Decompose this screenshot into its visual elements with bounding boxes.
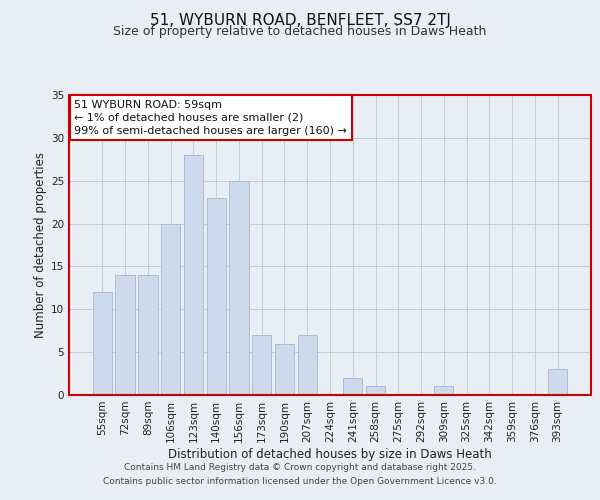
Bar bbox=[275, 344, 294, 395]
Text: Contains HM Land Registry data © Crown copyright and database right 2025.: Contains HM Land Registry data © Crown c… bbox=[124, 464, 476, 472]
Text: Contains public sector information licensed under the Open Government Licence v3: Contains public sector information licen… bbox=[103, 477, 497, 486]
Text: Size of property relative to detached houses in Daws Heath: Size of property relative to detached ho… bbox=[113, 25, 487, 38]
Bar bbox=[366, 386, 385, 395]
Text: 51 WYBURN ROAD: 59sqm
← 1% of detached houses are smaller (2)
99% of semi-detach: 51 WYBURN ROAD: 59sqm ← 1% of detached h… bbox=[74, 100, 347, 136]
Bar bbox=[138, 275, 158, 395]
Bar bbox=[93, 292, 112, 395]
Bar bbox=[229, 180, 248, 395]
Bar bbox=[343, 378, 362, 395]
Bar bbox=[206, 198, 226, 395]
Bar bbox=[434, 386, 454, 395]
X-axis label: Distribution of detached houses by size in Daws Heath: Distribution of detached houses by size … bbox=[168, 448, 492, 460]
Bar bbox=[115, 275, 135, 395]
Text: 51, WYBURN ROAD, BENFLEET, SS7 2TJ: 51, WYBURN ROAD, BENFLEET, SS7 2TJ bbox=[149, 12, 451, 28]
Bar bbox=[252, 335, 271, 395]
Bar bbox=[298, 335, 317, 395]
Bar bbox=[184, 155, 203, 395]
Y-axis label: Number of detached properties: Number of detached properties bbox=[34, 152, 47, 338]
Bar bbox=[161, 224, 181, 395]
Bar bbox=[548, 370, 567, 395]
